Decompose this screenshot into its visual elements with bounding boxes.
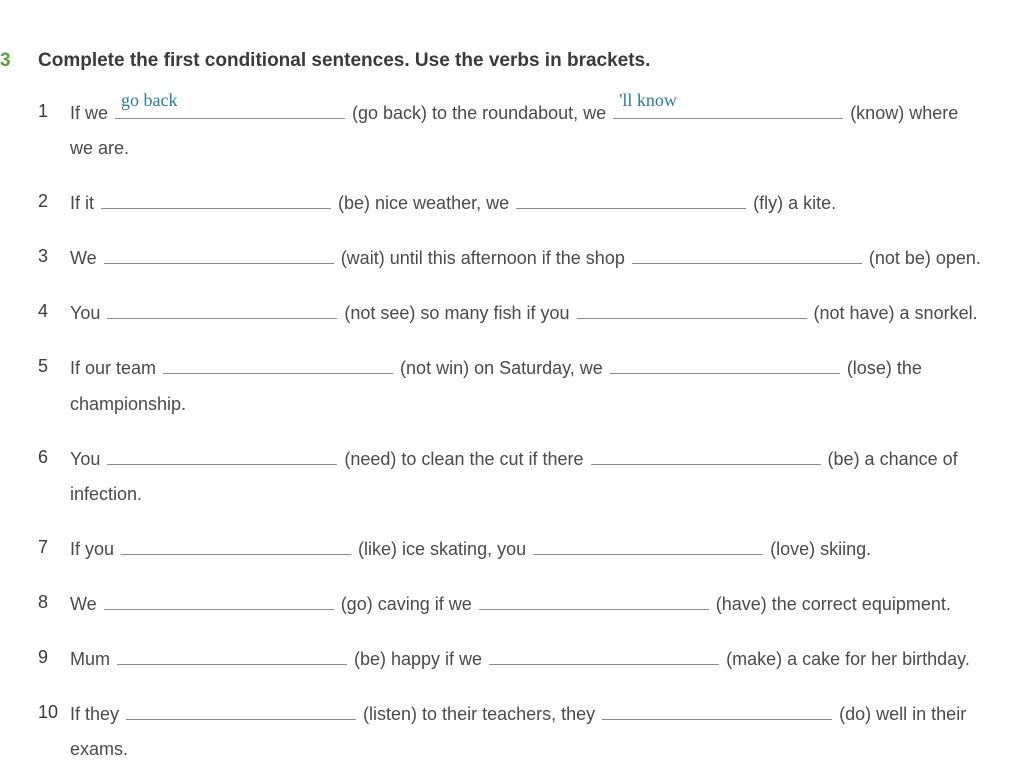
item-number: 1 <box>38 96 70 127</box>
items-list: 1If we go back (go back) to the roundabo… <box>38 96 984 767</box>
item-text: Mum <box>70 649 115 669</box>
item-body: We (wait) until this afternoon if the sh… <box>70 241 984 276</box>
item-text: (not win) on Saturday, we <box>395 358 608 378</box>
fill-blank[interactable] <box>577 300 807 320</box>
item-body: If you (like) ice skating, you (love) sk… <box>70 532 984 567</box>
fill-blank[interactable] <box>104 244 334 264</box>
exercise-item: 3We (wait) until this afternoon if the s… <box>38 241 984 276</box>
exercise-title: Complete the first conditional sentences… <box>38 50 984 72</box>
item-text: We <box>70 594 102 614</box>
item-text: (be) nice weather, we <box>333 193 514 213</box>
item-body: If it (be) nice weather, we (fly) a kite… <box>70 186 984 221</box>
item-body: Mum (be) happy if we (make) a cake for h… <box>70 642 984 677</box>
item-body: You (need) to clean the cut if there (be… <box>70 442 984 512</box>
item-text: If they <box>70 704 124 724</box>
item-number: 6 <box>38 442 70 473</box>
item-body: If we go back (go back) to the roundabou… <box>70 96 984 166</box>
fill-blank[interactable]: go back <box>115 99 345 119</box>
item-text: You <box>70 303 105 323</box>
fill-blank[interactable] <box>126 700 356 720</box>
exercise-item: 2If it (be) nice weather, we (fly) a kit… <box>38 186 984 221</box>
fill-blank[interactable] <box>602 700 832 720</box>
item-text: (like) ice skating, you <box>353 539 531 559</box>
fill-blank[interactable] <box>479 590 709 610</box>
item-text: We <box>70 248 102 268</box>
fill-blank[interactable] <box>516 189 746 209</box>
exercise-number: 3 <box>0 50 11 72</box>
exercise-item: 1If we go back (go back) to the roundabo… <box>38 96 984 166</box>
item-text: If we <box>70 103 113 123</box>
fill-blank[interactable] <box>107 445 337 465</box>
item-text: (listen) to their teachers, they <box>358 704 600 724</box>
item-text: (make) a cake for her birthday. <box>721 649 970 669</box>
item-body: We (go) caving if we (have) the correct … <box>70 587 984 622</box>
item-body: If they (listen) to their teachers, they… <box>70 697 984 767</box>
item-text: (not be) open. <box>864 248 981 268</box>
fill-blank[interactable] <box>610 355 840 375</box>
item-text: (have) the correct equipment. <box>711 594 951 614</box>
item-text: (fly) a kite. <box>748 193 836 213</box>
item-number: 9 <box>38 642 70 673</box>
item-text: (not see) so many fish if you <box>339 303 574 323</box>
item-text: (go back) to the roundabout, we <box>347 103 611 123</box>
item-number: 8 <box>38 587 70 618</box>
item-text: If our team <box>70 358 161 378</box>
item-body: If our team (not win) on Saturday, we (l… <box>70 351 984 421</box>
fill-blank[interactable] <box>533 535 763 555</box>
fill-blank[interactable] <box>121 535 351 555</box>
item-text: (wait) until this afternoon if the shop <box>336 248 630 268</box>
fill-blank[interactable] <box>163 355 393 375</box>
fill-blank[interactable] <box>489 645 719 665</box>
item-number: 2 <box>38 186 70 217</box>
item-text: (love) skiing. <box>765 539 871 559</box>
item-text: You <box>70 449 105 469</box>
fill-blank[interactable] <box>632 244 862 264</box>
exercise-item: 5If our team (not win) on Saturday, we (… <box>38 351 984 421</box>
student-answer: go back <box>121 83 177 118</box>
fill-blank[interactable] <box>117 645 347 665</box>
item-number: 3 <box>38 241 70 272</box>
student-answer: 'll know <box>619 83 677 118</box>
item-text: (go) caving if we <box>336 594 477 614</box>
exercise-item: 6You (need) to clean the cut if there (b… <box>38 442 984 512</box>
item-body: You (not see) so many fish if you (not h… <box>70 296 984 331</box>
item-number: 10 <box>38 697 70 728</box>
fill-blank[interactable] <box>591 445 821 465</box>
exercise-item: 9Mum (be) happy if we (make) a cake for … <box>38 642 984 677</box>
fill-blank[interactable] <box>104 590 334 610</box>
item-text: (be) happy if we <box>349 649 487 669</box>
item-text: If you <box>70 539 119 559</box>
item-number: 5 <box>38 351 70 382</box>
fill-blank[interactable] <box>101 189 331 209</box>
item-number: 7 <box>38 532 70 563</box>
exercise-item: 7If you (like) ice skating, you (love) s… <box>38 532 984 567</box>
exercise-item: 10If they (listen) to their teachers, th… <box>38 697 984 767</box>
exercise-item: 4You (not see) so many fish if you (not … <box>38 296 984 331</box>
item-text: (not have) a snorkel. <box>809 303 978 323</box>
fill-blank[interactable] <box>107 300 337 320</box>
fill-blank[interactable]: 'll know <box>613 99 843 119</box>
exercise-content: Complete the first conditional sentences… <box>38 50 984 767</box>
item-number: 4 <box>38 296 70 327</box>
item-text: If it <box>70 193 99 213</box>
item-text: (need) to clean the cut if there <box>339 449 588 469</box>
exercise-item: 8We (go) caving if we (have) the correct… <box>38 587 984 622</box>
